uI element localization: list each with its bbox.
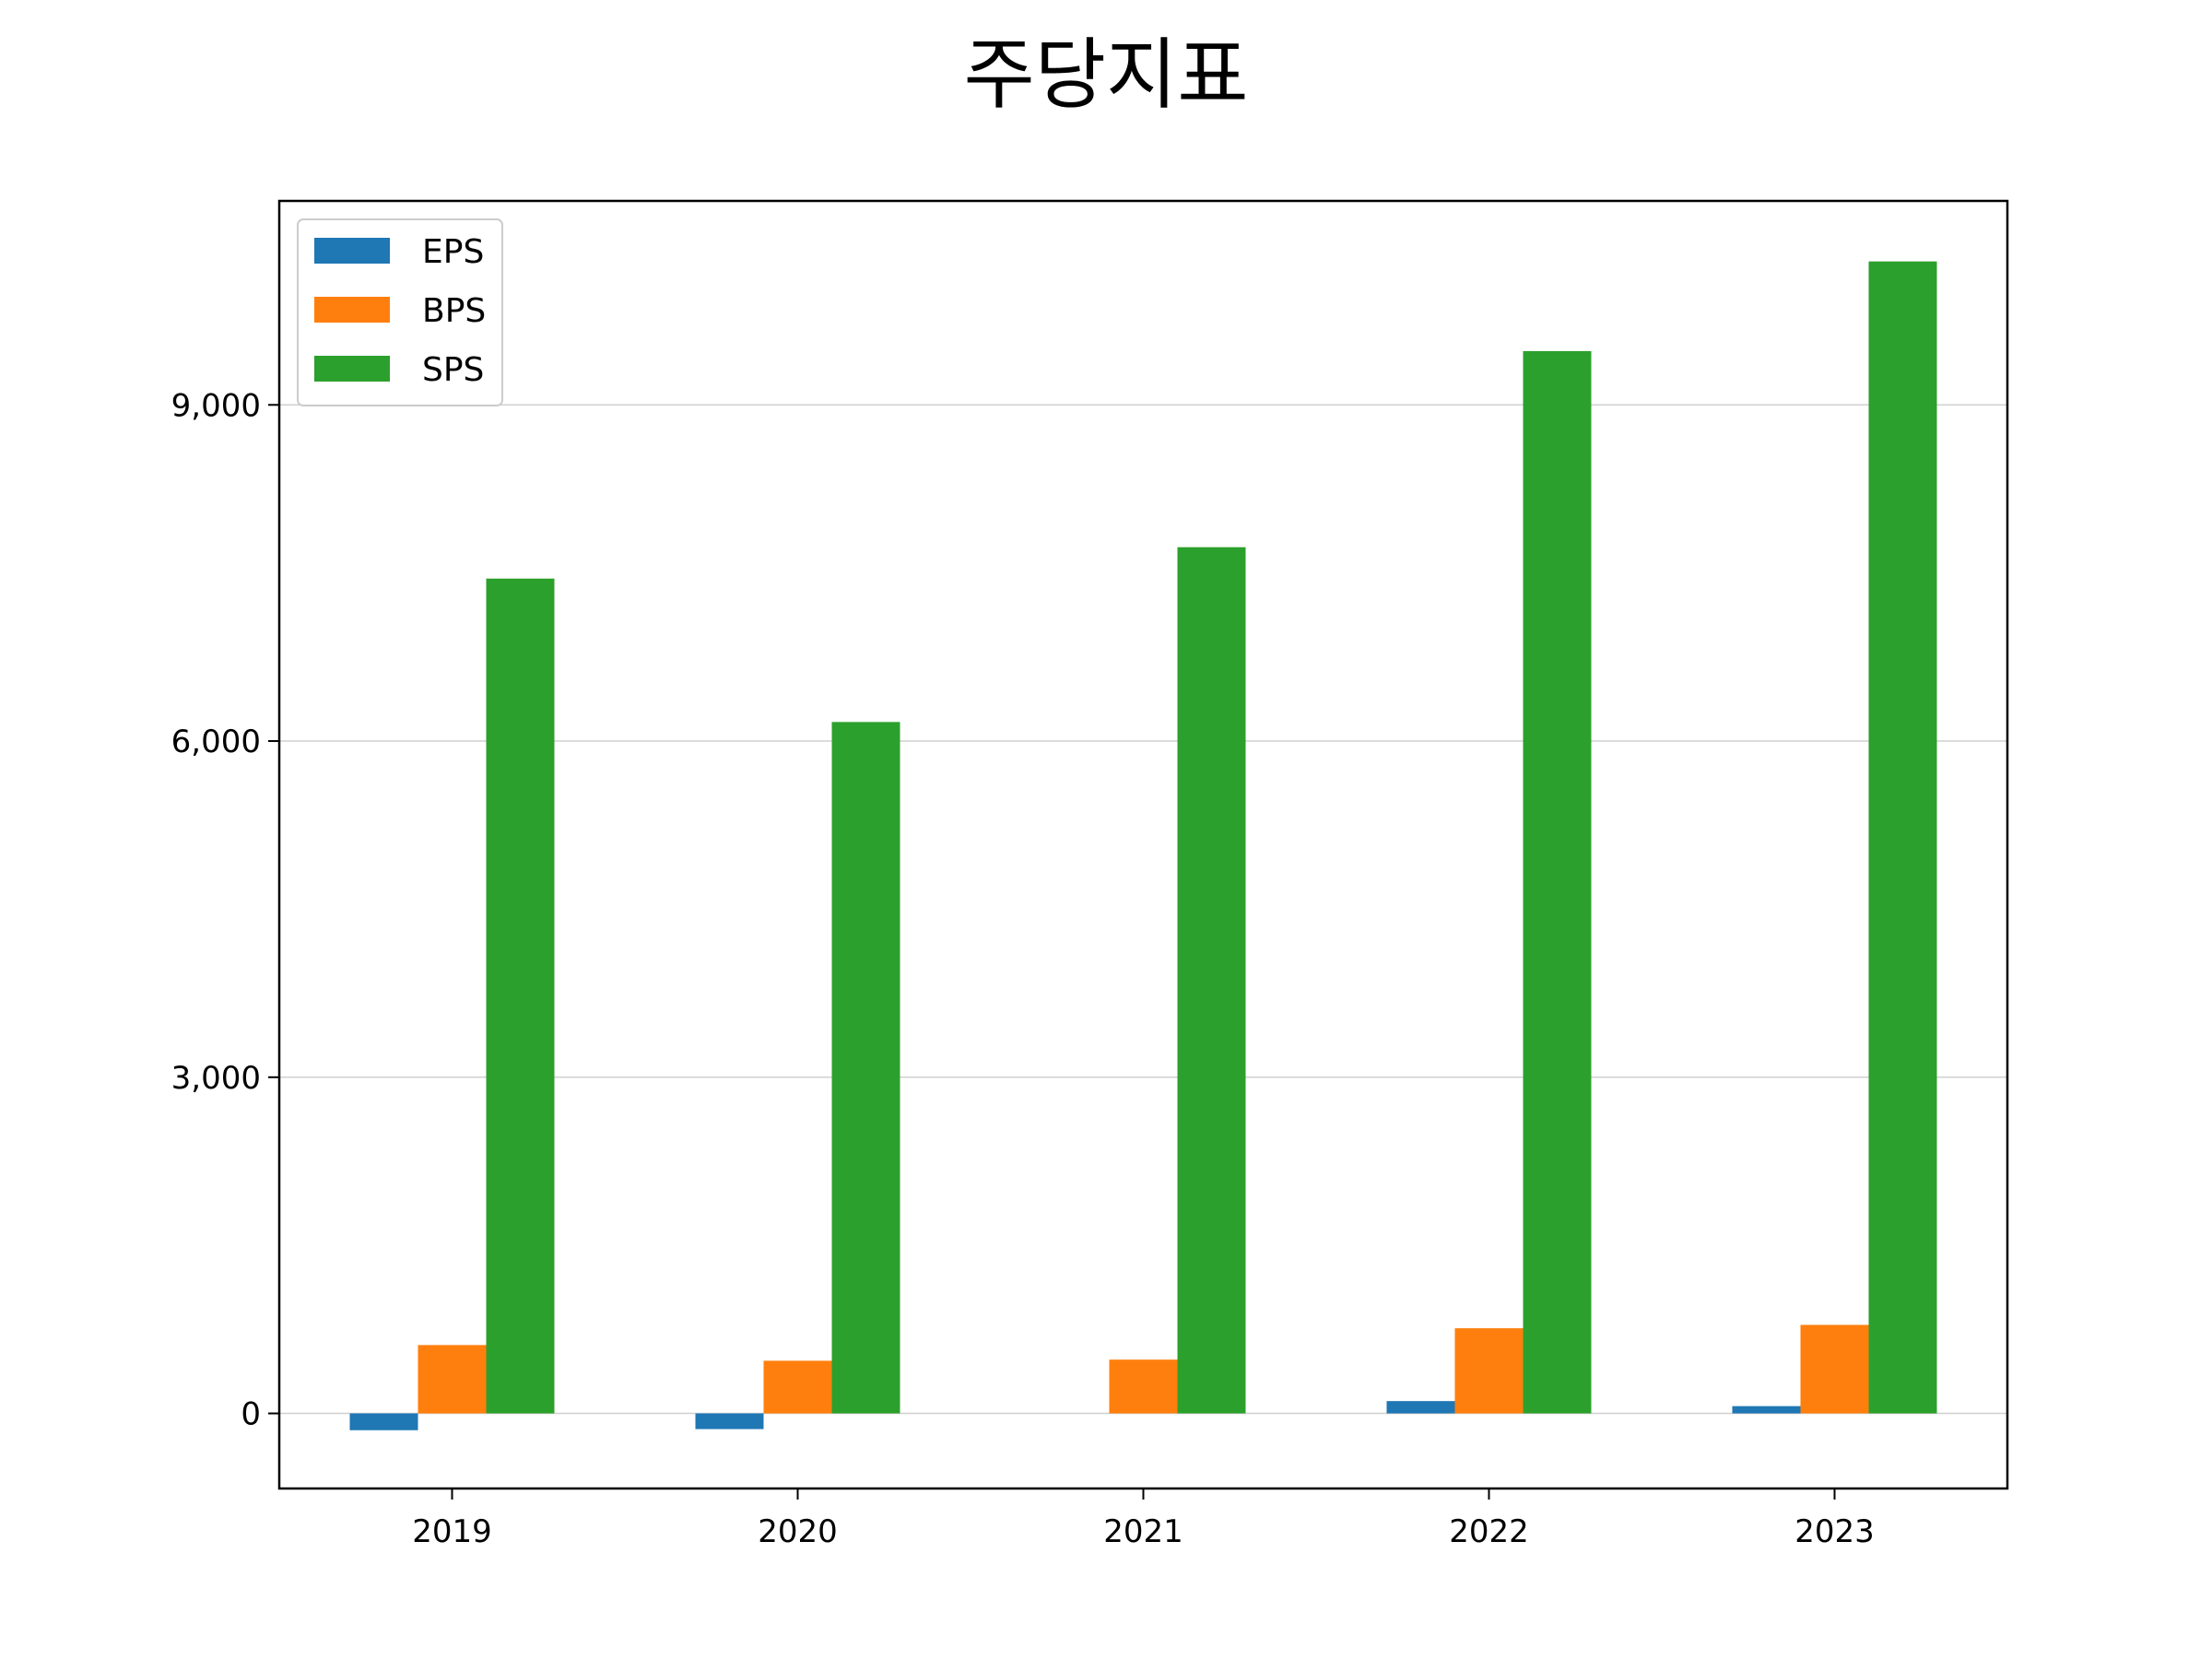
y-tick-label: 9,000: [171, 387, 261, 424]
x-tick-label: 2022: [1449, 1513, 1529, 1550]
legend-swatch-bps: [314, 297, 390, 323]
bar-sps-2019: [486, 578, 555, 1414]
y-tick-label: 6,000: [171, 724, 261, 760]
bar-sps-2022: [1523, 350, 1592, 1414]
bar-sps-2023: [1868, 261, 1937, 1414]
bar-sps-2020: [831, 722, 900, 1414]
legend-label-bps: BPS: [422, 292, 486, 330]
bar-bps-2020: [763, 1360, 832, 1414]
bar-eps-2020: [695, 1413, 764, 1430]
legend-swatch-sps: [314, 356, 390, 382]
bar-bps-2021: [1109, 1359, 1178, 1414]
bar-eps-2022: [1386, 1401, 1455, 1414]
x-tick-label: 2021: [1103, 1513, 1183, 1550]
bar-sps-2021: [1177, 547, 1246, 1414]
bar-bps-2023: [1800, 1324, 1869, 1414]
bar-eps-2023: [1732, 1406, 1801, 1414]
bar-eps-2019: [349, 1413, 418, 1430]
x-axis: 2019 2020 2021 2022 2023: [412, 1488, 1875, 1550]
legend: EPS BPS SPS: [297, 218, 503, 406]
bars: [349, 261, 1937, 1430]
gridlines: [279, 404, 2007, 1415]
chart-title: 주당지표: [963, 29, 1249, 120]
y-tick-label: 0: [241, 1396, 261, 1433]
y-tick-label: 3,000: [171, 1060, 261, 1097]
legend-label-eps: EPS: [422, 233, 484, 271]
bar-bps-2019: [418, 1345, 487, 1414]
legend-label-sps: SPS: [422, 351, 484, 389]
legend-swatch-eps: [314, 238, 390, 264]
bar-bps-2022: [1454, 1328, 1524, 1414]
x-tick-label: 2019: [412, 1513, 492, 1550]
y-axis: 0 3,000 6,000 9,000: [171, 387, 279, 1433]
x-tick-label: 2020: [758, 1513, 838, 1550]
x-tick-label: 2023: [1794, 1513, 1875, 1550]
